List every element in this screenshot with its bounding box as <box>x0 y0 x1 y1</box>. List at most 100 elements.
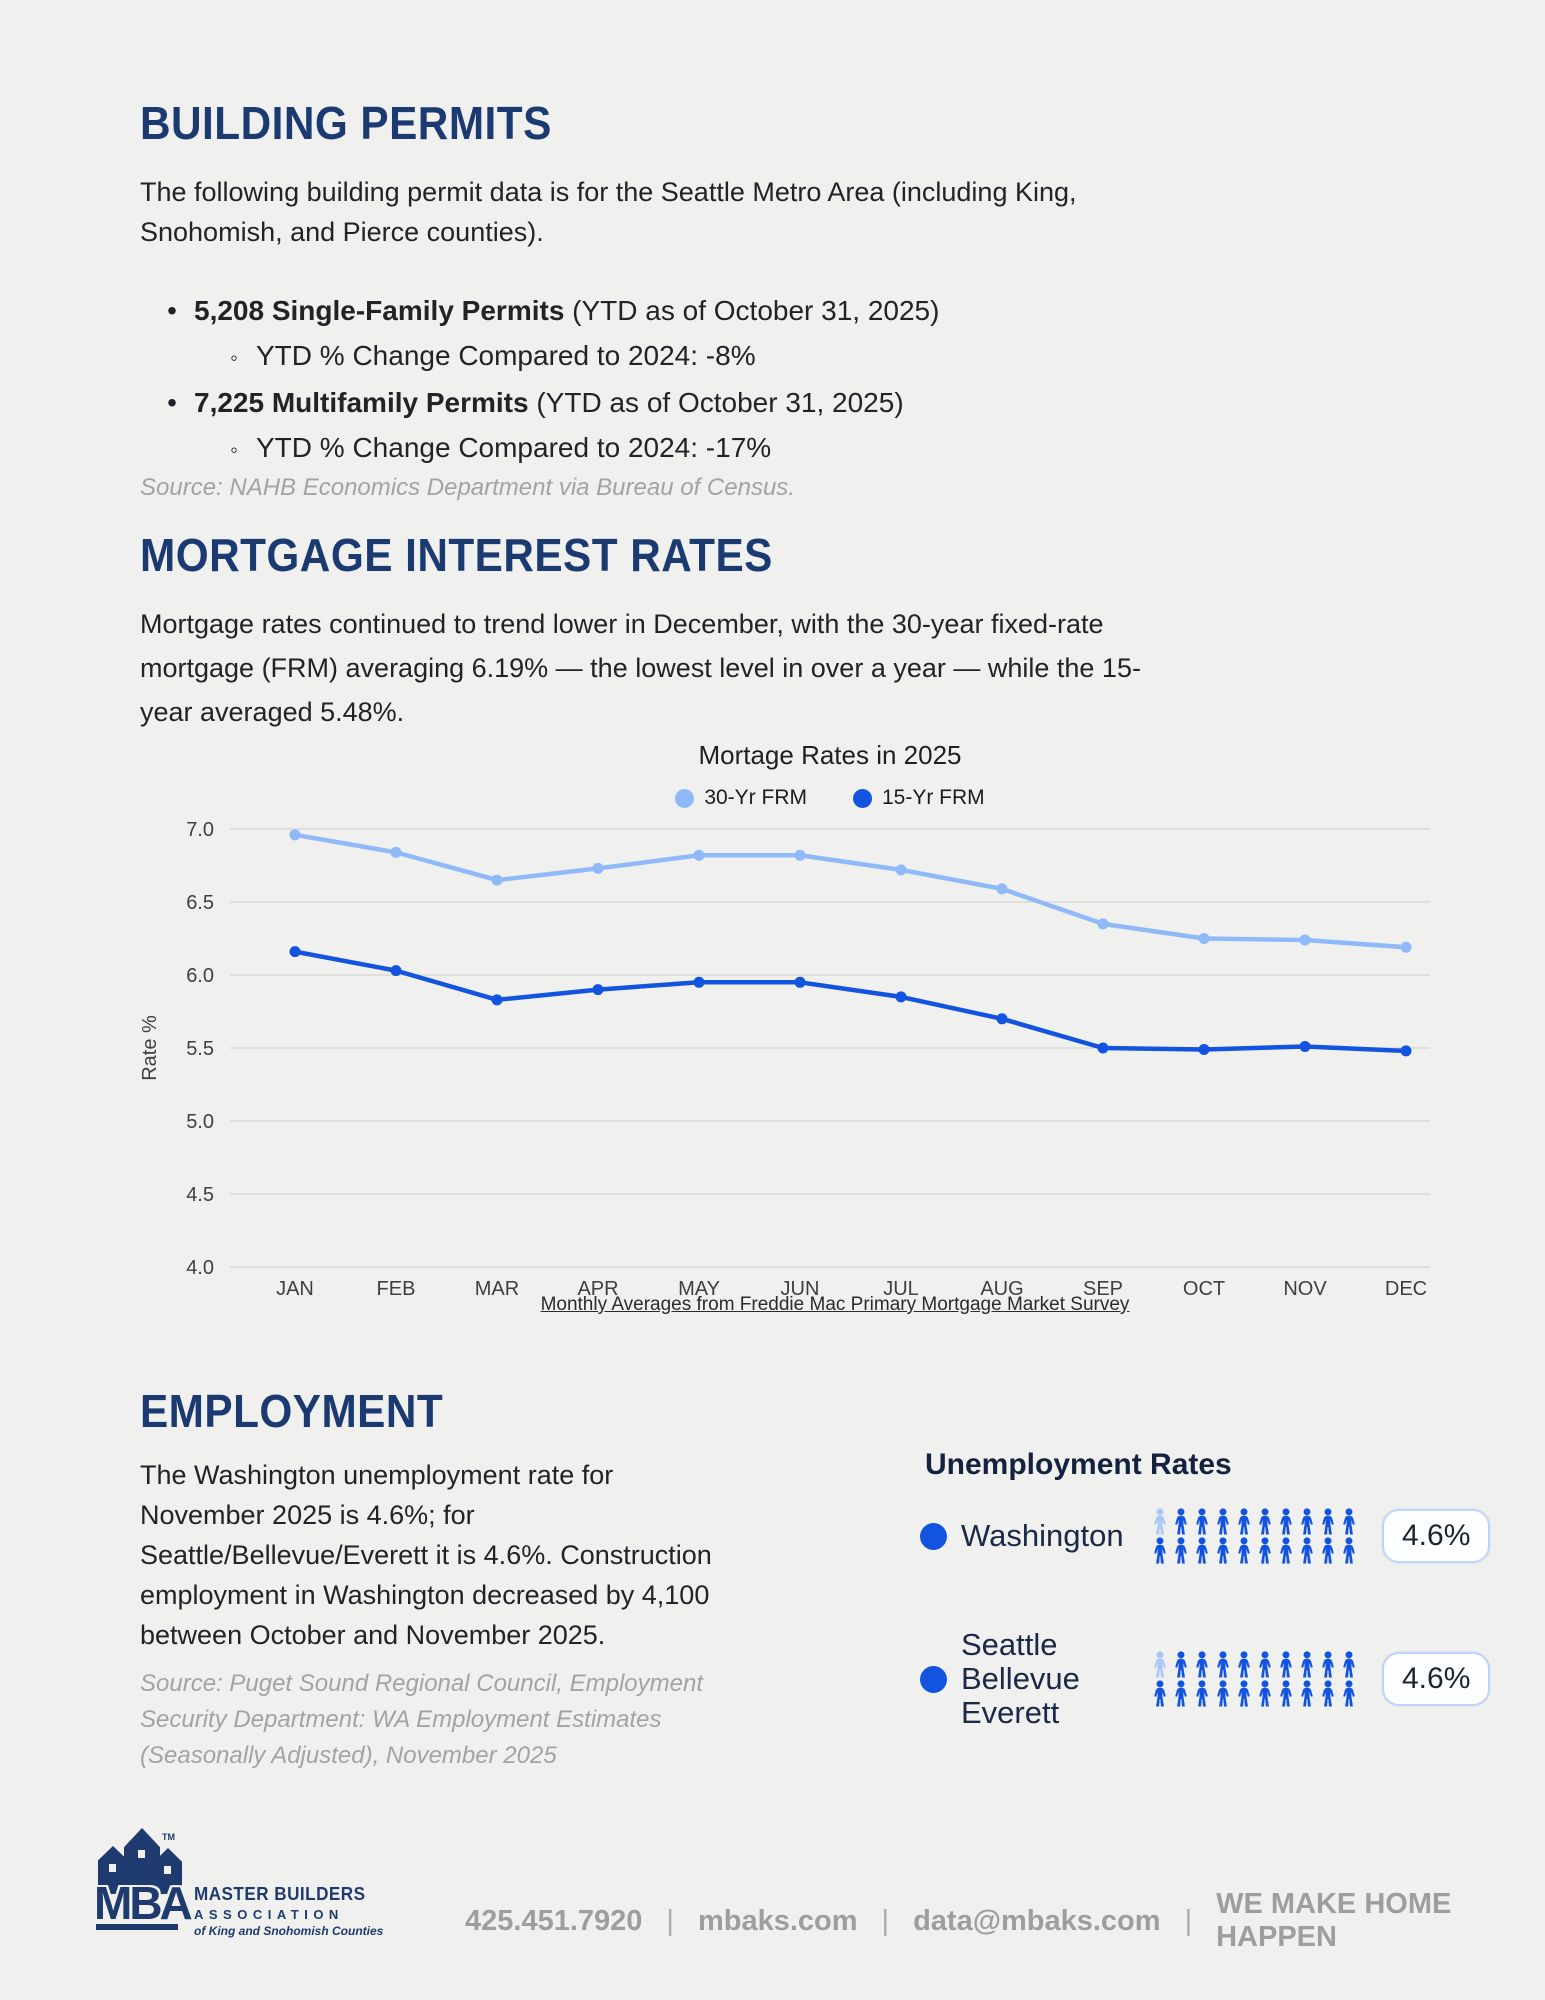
trademark-mark: TM <box>162 1832 175 1842</box>
person-icon <box>1340 1508 1358 1535</box>
circle-bullet-icon: ◦ <box>230 437 238 462</box>
person-icon <box>1277 1508 1295 1535</box>
chart-point <box>289 946 301 958</box>
person-icon <box>1298 1651 1316 1678</box>
footer-contact-line: 425.451.7920 | mbaks.com | data@mbaks.com | WE… <box>465 1888 1545 1954</box>
chart-point <box>592 862 604 874</box>
person-icon <box>1256 1651 1274 1678</box>
y-tick-label: 4.5 <box>186 1184 214 1206</box>
freddie-mac-source-link[interactable]: Monthly Averages from Freddie Mac Primar… <box>540 1294 1130 1315</box>
y-tick-label: 5.0 <box>186 1111 214 1133</box>
rate-badge: 4.6% <box>1382 1509 1491 1563</box>
footer-text: WE MAKE HOME HAPPEN <box>1216 1888 1452 1953</box>
y-tick-label: 7.0 <box>186 819 214 841</box>
person-icon <box>1172 1651 1190 1678</box>
person-icon <box>1256 1680 1274 1707</box>
person-icon <box>1151 1680 1169 1707</box>
legend-item-30-yr-frm: 30-Yr FRM <box>675 786 807 810</box>
footer-text: 425.451.7920 <box>465 1904 643 1937</box>
chart-point <box>390 846 402 858</box>
person-icon <box>1214 1680 1232 1707</box>
chart-point <box>1097 918 1109 930</box>
person-icon <box>1298 1680 1316 1707</box>
person-icon <box>1340 1537 1358 1564</box>
person-icon <box>1319 1537 1337 1564</box>
legend-label: 15-Yr FRM <box>882 786 985 809</box>
chart-point <box>996 1013 1008 1025</box>
region-label: Seattle Bellevue Everett <box>961 1627 1080 1730</box>
x-tick-label: AUG <box>980 1278 1023 1300</box>
permit-line: 7,225 Multifamily Permits (YTD as of Oct… <box>194 387 904 418</box>
building-permits-heading: BUILDING PERMITS <box>140 97 552 149</box>
y-tick-label: 5.5 <box>186 1038 214 1060</box>
pictograph-row <box>1151 1651 1358 1678</box>
chart-point <box>794 849 806 861</box>
person-icon <box>1214 1537 1232 1564</box>
chart-point <box>996 883 1008 895</box>
chart-point <box>1198 933 1210 944</box>
chart-point <box>693 849 705 861</box>
chart-point <box>491 874 503 886</box>
mortgage-rates-chart: 7.0 6.5 6.0 5.5 5.0 4.5 4.0 JAN FEB MAR APR MAY JUN J… <box>139 812 1450 1312</box>
person-icon <box>1151 1537 1169 1564</box>
x-tick-label: JAN <box>276 1278 314 1300</box>
person-icon <box>1277 1537 1295 1564</box>
person-icon <box>1172 1537 1190 1564</box>
y-axis-title: Rate % <box>140 1015 161 1081</box>
person-icon <box>1193 1680 1211 1707</box>
list-item: • 7,225 Multifamily Permits (YTD as of O… <box>150 380 939 425</box>
chart-title: Mortage Rates in 2025 <box>698 740 962 770</box>
permit-change-line: YTD % Change Compared to 2024: -17% <box>256 432 772 463</box>
logo-underline <box>96 1924 178 1930</box>
footer-separator: | <box>666 1904 674 1937</box>
chart-point <box>1097 1042 1109 1054</box>
person-icon <box>1340 1651 1358 1678</box>
x-tick-label: JUN <box>781 1278 820 1300</box>
chart-point <box>491 994 503 1006</box>
chart-point <box>1400 1045 1412 1057</box>
pictograph-row <box>1151 1537 1358 1564</box>
person-icon <box>1319 1508 1337 1535</box>
people-pictograph <box>1151 1508 1358 1564</box>
x-tick-label: MAY <box>678 1278 720 1300</box>
chart-line-30-yr-frm <box>292 832 1409 950</box>
mortgage-rates-heading: MORTGAGE INTEREST RATES <box>140 529 773 581</box>
blue-dot-icon <box>920 1665 947 1693</box>
person-icon <box>1235 1680 1253 1707</box>
footer-link[interactable]: mbaks.com <box>697 1904 858 1937</box>
person-icon <box>1151 1651 1169 1678</box>
person-icon <box>1277 1651 1295 1678</box>
pictograph-row <box>1151 1508 1358 1535</box>
person-icon <box>1340 1680 1358 1707</box>
person-icon <box>1172 1508 1190 1535</box>
person-icon <box>1151 1508 1169 1535</box>
mba-monogram: MBA <box>94 1877 193 1929</box>
bullet-icon: • <box>167 387 177 418</box>
chart-point <box>1299 1041 1311 1053</box>
y-tick-label: 4.0 <box>186 1257 214 1279</box>
building-permits-intro: The following building permit data is fo… <box>140 177 1077 247</box>
footer-link[interactable]: data@mbaks.com <box>913 1904 1161 1937</box>
person-icon <box>1235 1537 1253 1564</box>
unemployment-rates-heading: Unemployment Rates <box>925 1448 1232 1481</box>
x-tick-label: FEB <box>377 1278 416 1300</box>
employment-heading: EMPLOYMENT <box>140 1385 444 1437</box>
chart-line-15-yr-frm <box>292 949 1409 1054</box>
chart-point <box>895 864 907 876</box>
building-permits-list: • 5,208 Single-Family Permits (YTD as of… <box>150 288 939 472</box>
region-label: Washington <box>961 1518 1124 1553</box>
chart-point <box>1400 941 1412 953</box>
legend-label: 30-Yr FRM <box>704 786 807 809</box>
person-icon <box>1298 1508 1316 1535</box>
permit-line: 5,208 Single-Family Permits (YTD as of O… <box>194 295 940 326</box>
x-tick-label: SEP <box>1083 1278 1123 1300</box>
chart-point <box>794 976 806 988</box>
person-icon <box>1235 1508 1253 1535</box>
person-icon <box>1256 1508 1274 1535</box>
logo-wordmark: MASTER BUILDERS ASSOCIATION of King and … <box>194 1884 384 1938</box>
y-tick-label: 6.5 <box>186 892 214 914</box>
person-icon <box>1172 1680 1190 1707</box>
x-tick-label: NOV <box>1283 1278 1327 1300</box>
y-tick-label: 6.0 <box>186 965 214 987</box>
